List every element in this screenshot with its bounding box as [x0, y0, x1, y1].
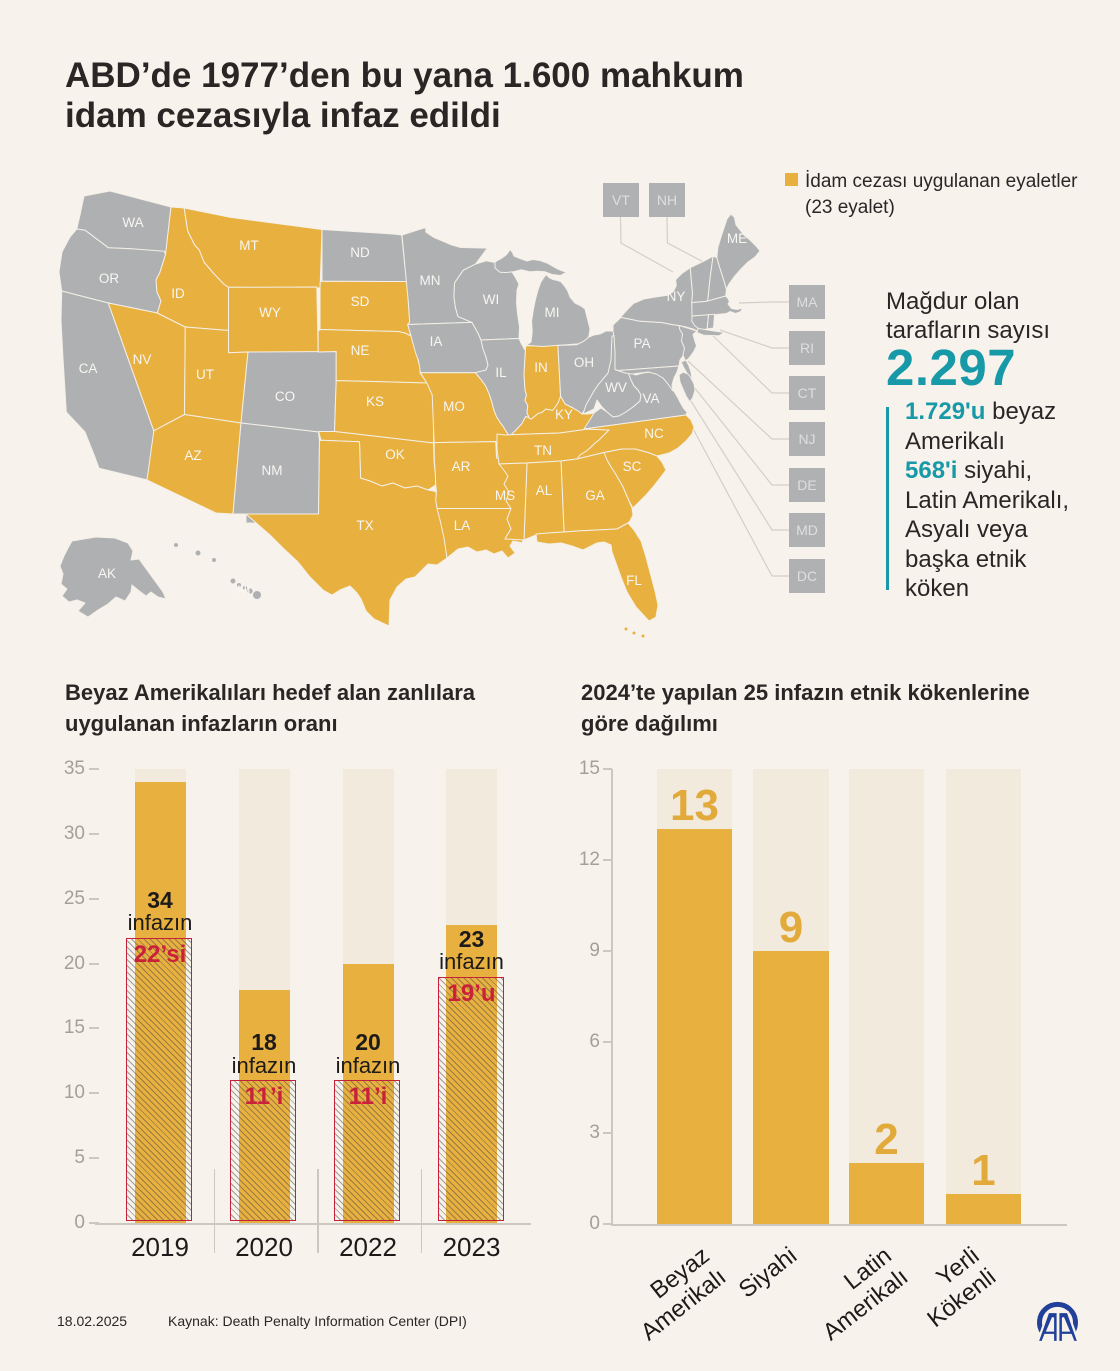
- svg-text:OH: OH: [574, 355, 594, 370]
- svg-text:CT: CT: [798, 385, 817, 401]
- svg-text:AL: AL: [536, 483, 553, 498]
- svg-text:NE: NE: [351, 343, 370, 358]
- svg-text:DC: DC: [797, 568, 817, 584]
- svg-text:MD: MD: [796, 522, 818, 538]
- svg-text:CA: CA: [79, 361, 98, 376]
- svg-text:HI: HI: [237, 583, 251, 598]
- svg-text:MA: MA: [797, 294, 819, 310]
- svg-text:ID: ID: [171, 286, 185, 301]
- svg-text:IN: IN: [534, 360, 548, 375]
- svg-text:CO: CO: [275, 389, 295, 404]
- svg-text:ME: ME: [727, 231, 747, 246]
- svg-text:NC: NC: [644, 426, 664, 441]
- svg-text:SD: SD: [351, 294, 370, 309]
- svg-text:WA: WA: [122, 215, 143, 230]
- svg-text:AZ: AZ: [184, 448, 201, 463]
- svg-text:WY: WY: [259, 305, 281, 320]
- svg-text:TN: TN: [534, 443, 552, 458]
- svg-text:FL: FL: [626, 573, 642, 588]
- svg-text:SC: SC: [623, 459, 642, 474]
- svg-text:NM: NM: [262, 463, 283, 478]
- svg-text:OR: OR: [99, 271, 120, 286]
- svg-text:MO: MO: [443, 399, 465, 414]
- svg-text:MN: MN: [420, 273, 441, 288]
- svg-text:AR: AR: [452, 459, 471, 474]
- svg-text:WI: WI: [483, 292, 500, 307]
- svg-text:TX: TX: [356, 518, 373, 533]
- svg-text:DE: DE: [797, 477, 816, 493]
- svg-text:KY: KY: [555, 407, 573, 422]
- svg-text:UT: UT: [196, 367, 214, 382]
- svg-text:ND: ND: [350, 245, 370, 260]
- svg-text:NV: NV: [133, 352, 152, 367]
- svg-text:IA: IA: [430, 334, 443, 349]
- svg-text:KS: KS: [366, 394, 384, 409]
- svg-text:MI: MI: [545, 305, 560, 320]
- svg-text:GA: GA: [585, 488, 605, 503]
- svg-text:NY: NY: [667, 289, 686, 304]
- svg-text:VA: VA: [642, 391, 659, 406]
- svg-text:NJ: NJ: [798, 431, 815, 447]
- svg-text:NH: NH: [657, 192, 677, 208]
- svg-text:RI: RI: [800, 340, 814, 356]
- svg-text:OK: OK: [385, 447, 405, 462]
- svg-text:MS: MS: [495, 488, 515, 503]
- svg-text:LA: LA: [454, 518, 471, 533]
- svg-text:WV: WV: [605, 380, 627, 395]
- svg-text:PA: PA: [633, 336, 650, 351]
- svg-text:VT: VT: [612, 192, 630, 208]
- svg-text:IL: IL: [495, 365, 507, 380]
- svg-text:AK: AK: [98, 566, 116, 581]
- svg-text:MT: MT: [239, 238, 259, 253]
